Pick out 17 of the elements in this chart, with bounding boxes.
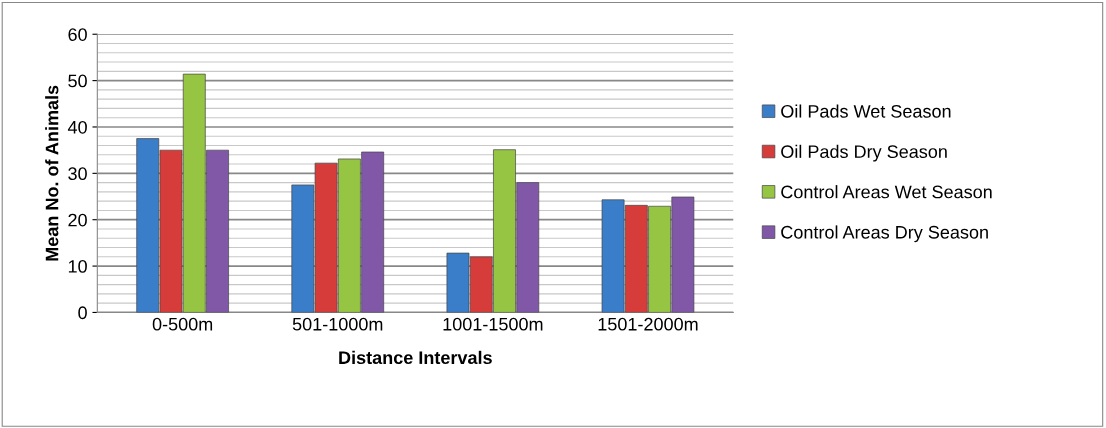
y-tick-label: 30 [68,167,87,181]
legend-label: Control Areas Dry Season [781,225,988,243]
legend-label: Control Areas Wet Season [781,185,992,199]
x-tick-label: 0-500m [152,317,213,331]
x-tick-label: 1501-2000m [598,317,698,331]
x-axis-title: Distance Intervals [339,350,492,365]
y-tick-label: 50 [68,74,87,88]
y-tick-label: 10 [68,260,87,273]
x-tick-label: 501-1000m [292,317,383,331]
y-tick-label: 0 [78,306,87,320]
legend-label: Oil Pads Wet Season [781,104,951,118]
y-tick-label: 20 [68,213,87,227]
y-axis-title: Mean No. of Animals [45,85,59,261]
x-tick-label: 1001-1500m [443,317,543,331]
y-tick-label: 40 [67,120,87,134]
legend-label: Oil Pads Dry Season [781,144,947,162]
y-tick-label: 60 [68,28,87,41]
